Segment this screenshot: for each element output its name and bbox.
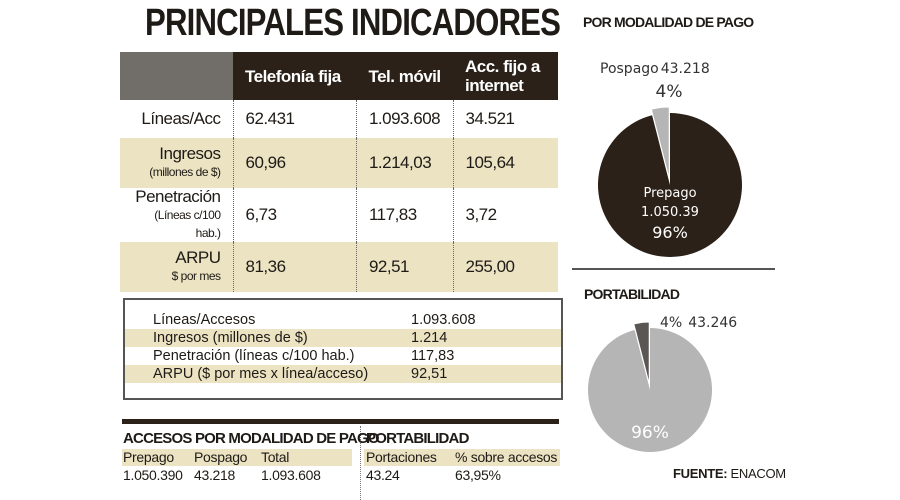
- pospago-label: Pospago 43.218: [600, 61, 710, 77]
- divider: [572, 268, 775, 270]
- row-sublabel: (millones de $): [149, 165, 221, 179]
- table-row: Ingresos (millones de $) 60,96 1.214,03 1…: [120, 138, 558, 188]
- cell: 60,96: [232, 138, 357, 188]
- row-label: Penetración: [135, 187, 221, 206]
- cell: 105,64: [452, 138, 558, 188]
- indicators-table: Telefonía fija Tel. móvil Acc. fijo a in…: [120, 52, 558, 292]
- accesos-header-bg: [122, 449, 352, 466]
- source: FUENTE: ENACOM: [673, 466, 786, 481]
- summary-row: Líneas/Accesos 1.093.608: [125, 311, 561, 329]
- pie-slice: [598, 113, 742, 257]
- page-title: PRINCIPALES INDICADORES: [145, 2, 561, 44]
- portabilidad-header: Portaciones: [366, 449, 437, 465]
- pie2-title: PORTABILIDAD: [584, 286, 680, 302]
- row-label: ARPU: [175, 248, 221, 267]
- pie-slice: [588, 328, 712, 453]
- prepago-percent: 96%: [652, 223, 688, 242]
- cell: 92,51: [355, 242, 453, 292]
- summary-row: ARPU ($ por mes x línea/acceso) 92,51: [125, 365, 561, 383]
- accesos-value: 43.218: [194, 467, 236, 483]
- prepago-label: Prepago: [643, 186, 696, 201]
- cell: 34.521: [452, 100, 558, 138]
- pie-slice-exploded: [633, 321, 650, 385]
- accesos-header: Prepago: [123, 449, 174, 465]
- cell: 6,73: [232, 188, 357, 242]
- portabilidad-main-percent: 96%: [631, 423, 669, 443]
- accesos-title: ACCESOS POR MODALIDAD DE PAGO: [123, 430, 380, 447]
- portabilidad-header: % sobre accesos: [455, 449, 558, 465]
- summary-label: Ingresos (millones de $): [153, 330, 308, 346]
- accesos-value: 1.050.390: [123, 467, 183, 483]
- pie1-title: POR MODALIDAD DE PAGO: [583, 14, 754, 30]
- mobile-summary-box: Líneas/Accesos 1.093.608 Ingresos (millon…: [123, 298, 563, 400]
- table-row: ARPU $ por mes 81,36 92,51 255,00: [120, 242, 558, 292]
- source-label: FUENTE:: [673, 466, 728, 481]
- cell: 3,72: [452, 188, 558, 242]
- accesos-value: 1.093.608: [261, 467, 321, 483]
- table-header-row: Telefonía fija Tel. móvil Acc. fijo a in…: [120, 52, 558, 100]
- portabilidad-value: 43.24: [366, 467, 400, 483]
- portabilidad-title: PORTABILIDAD: [366, 430, 469, 447]
- column-header: Tel. móvil: [356, 52, 453, 100]
- row-label: Ingresos: [159, 144, 221, 163]
- header-corner: [120, 52, 233, 100]
- summary-row: Ingresos (millones de $) 1.214: [125, 329, 561, 347]
- summary-value: 117,83: [411, 348, 455, 364]
- pie-slice-exploded: [650, 106, 670, 180]
- summary-value: 92,51: [411, 366, 448, 382]
- summary-value: 1.214: [411, 330, 448, 346]
- cell: 1.214,03: [355, 138, 453, 188]
- summary-label: ARPU ($ por mes x línea/acceso): [153, 366, 369, 382]
- source-name: ENACOM: [730, 466, 787, 481]
- portabilidad-value: 63,95%: [455, 467, 501, 483]
- cell: 1.093.608: [355, 100, 453, 138]
- summary-label: Líneas/Accesos: [153, 312, 256, 328]
- prepago-value: 1.050.39: [641, 205, 699, 220]
- pie-modalidad: [598, 106, 742, 257]
- portabilidad-slice-label: 4% 43.246: [660, 315, 737, 331]
- row-sublabel: (Líneas c/100 hab.): [154, 208, 221, 240]
- table-row: Penetración (Líneas c/100 hab.) 6,73 117,…: [120, 188, 558, 242]
- cell: 117,83: [355, 188, 453, 242]
- cell: 255,00: [452, 242, 558, 292]
- section-divider: [122, 419, 559, 424]
- cell: 62.431: [232, 100, 357, 138]
- accesos-header: Pospago: [194, 449, 248, 465]
- table-row: Líneas/Acc 62.431 1.093.608 34.521: [120, 100, 558, 138]
- row-sublabel: $ por mes: [171, 269, 221, 283]
- pospago-percent: 4%: [656, 82, 683, 102]
- summary-row: Penetración (líneas c/100 hab.) 117,83: [125, 347, 561, 365]
- column-header: Telefonía fija: [233, 52, 357, 100]
- cell: 81,36: [232, 242, 357, 292]
- portabilidad-header-bg: [364, 449, 560, 466]
- pie-portabilidad: [588, 321, 712, 453]
- accesos-header: Total: [261, 449, 290, 465]
- column-divider: [360, 426, 361, 500]
- summary-value: 1.093.608: [411, 312, 476, 328]
- pie-charts: Pospago 43.218 4% Prepago 1.050.39 96% 4%…: [588, 61, 742, 453]
- column-header: Acc. fijo a internet: [453, 52, 558, 100]
- row-label: Líneas/Acc: [141, 109, 221, 128]
- summary-label: Penetración (líneas c/100 hab.): [153, 348, 355, 364]
